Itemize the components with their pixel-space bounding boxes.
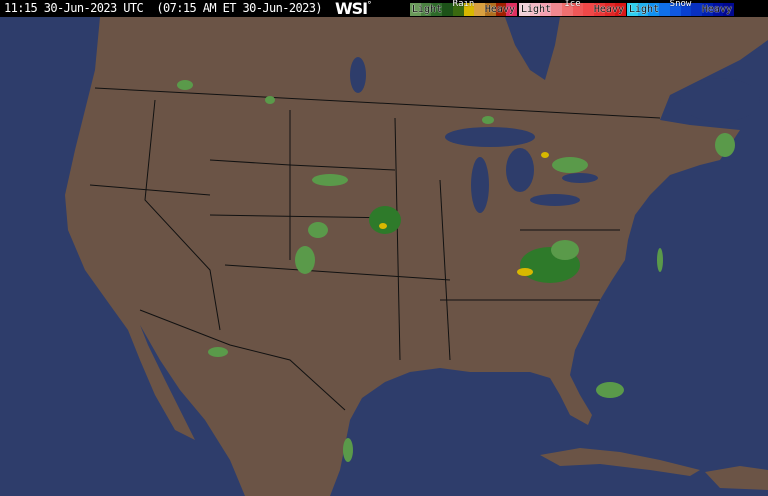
timestamp: 11:15 30-Jun-2023 UTC (07:15 AM ET 30-Ju…: [4, 1, 323, 15]
gulf-st-lawrence: [680, 78, 760, 122]
lake-michigan: [471, 157, 489, 213]
legend-rain: Rain Light Heavy: [410, 0, 518, 16]
borders: [89, 87, 661, 411]
lake-ontario: [562, 173, 598, 183]
logo-text: WSI: [335, 0, 368, 18]
lake-winnipeg: [350, 57, 366, 93]
land-cuba: [540, 448, 700, 476]
legend-ice: Ice Light Heavy: [519, 0, 627, 16]
legend-snow-heavy: Heavy: [701, 4, 732, 15]
lake-erie: [530, 194, 580, 206]
legend-ice-title: Ice: [564, 0, 581, 9]
land-hispaniola: [705, 466, 768, 490]
legend-rain-heavy: Heavy: [484, 4, 515, 15]
wsi-logo: WSI°: [335, 0, 372, 18]
hudson-bay: [505, 17, 560, 80]
legend-snow: Snow Light Heavy: [627, 0, 735, 16]
lake-huron: [506, 148, 534, 192]
legend-snow-title: Snow: [669, 0, 692, 9]
land-north-america: [65, 17, 768, 496]
legend-ice-light: Light: [521, 4, 552, 15]
legend-ice-heavy: Heavy: [593, 4, 624, 15]
lake-superior: [445, 127, 535, 147]
legend-snow-light: Light: [629, 4, 660, 15]
legend-rain-title: Rain: [452, 0, 475, 9]
logo-mark: °: [367, 0, 371, 11]
header-bar: 11:15 30-Jun-2023 UTC (07:15 AM ET 30-Ju…: [0, 0, 768, 18]
radar-echoes: [177, 80, 735, 462]
legend-rain-light: Light: [412, 4, 443, 15]
